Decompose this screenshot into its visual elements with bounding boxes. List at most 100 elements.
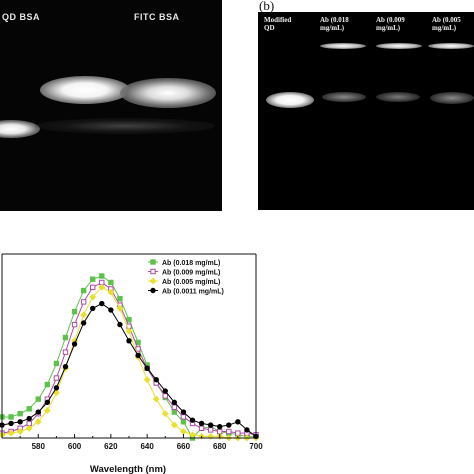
data-point (150, 268, 156, 275)
data-point (198, 425, 205, 431)
data-point (180, 409, 187, 415)
legend: Ab (0.018 mg/mL) Ab (0.009 mg/mL) Ab (0.00… (148, 259, 224, 295)
lane-label-ab-0009: Ab (0.009 mg/mL) (376, 16, 405, 32)
well-band (376, 43, 422, 49)
data-point (144, 365, 150, 372)
data-point (117, 295, 123, 302)
legend-label: Ab (0.009 mg/mL) (162, 269, 220, 276)
data-point (180, 419, 187, 425)
data-point (143, 376, 151, 384)
data-point (162, 393, 168, 399)
well-band (428, 43, 474, 49)
emission-spectra-chart: 580 600 620 640 660 680 700 Wavelength (nm) Ab… (0, 253, 263, 474)
data-point (126, 338, 132, 344)
data-point (226, 428, 232, 435)
data-point (171, 404, 178, 410)
data-point (71, 341, 78, 347)
data-point (152, 395, 160, 403)
data-point (235, 419, 241, 425)
legend-label: Ab (0.0011 mg/mL) (162, 288, 224, 295)
data-point (108, 307, 114, 313)
data-point (99, 273, 105, 279)
data-point (62, 349, 69, 355)
data-point (80, 311, 88, 319)
data-point (53, 385, 60, 391)
data-point (7, 429, 15, 437)
data-point (43, 407, 51, 414)
data-point (135, 352, 141, 359)
data-point (90, 305, 96, 312)
panel-b-tag: (b) (259, 0, 275, 13)
data-point (180, 414, 187, 420)
data-point (125, 327, 133, 335)
data-point (135, 346, 141, 352)
data-point (244, 427, 250, 433)
data-point (44, 381, 51, 388)
data-point (71, 321, 78, 328)
lane-label-modified-qd: Modified QD (264, 16, 292, 32)
data-point (90, 284, 96, 291)
data-point (171, 399, 178, 406)
data-point (80, 320, 87, 326)
data-point (62, 334, 69, 341)
gel-smear (35, 118, 215, 134)
modified-qd-band (266, 92, 314, 108)
data-point (80, 287, 87, 294)
data-point (198, 420, 205, 427)
data-point (53, 360, 60, 367)
data-point (189, 417, 196, 423)
data-point (170, 421, 178, 429)
faint-band (430, 92, 474, 104)
legend-label: Ab (0.018 mg/mL) (162, 260, 220, 267)
data-point (8, 420, 14, 427)
data-point (150, 287, 156, 294)
data-point (171, 409, 178, 415)
data-point (26, 415, 32, 422)
gel-image-a: QD BSA FITC BSA (0, 0, 222, 211)
data-point (226, 422, 232, 428)
data-point (26, 406, 32, 412)
data-point (116, 304, 124, 312)
data-point (98, 283, 106, 291)
data-point (150, 259, 156, 265)
data-point (17, 419, 23, 425)
lane-label-ab-0018: Ab (0.018 mg/mL) (320, 16, 349, 32)
data-point (34, 418, 42, 426)
data-point (217, 423, 223, 430)
qd-bsa-label: QD BSA (2, 12, 41, 22)
x-tick-label: 660 (177, 442, 191, 451)
gel-band (0, 120, 40, 138)
series-line (1, 302, 257, 437)
data-point (108, 279, 114, 286)
x-tick-label: 680 (213, 442, 227, 451)
x-tick-label: 580 (32, 442, 46, 451)
gel-band (40, 76, 130, 104)
x-tick-label: 620 (104, 442, 118, 451)
data-point (80, 299, 87, 305)
data-point (90, 276, 96, 282)
data-point (149, 277, 157, 285)
data-point (161, 410, 169, 418)
data-point (162, 388, 168, 394)
data-point (35, 409, 41, 415)
data-point (53, 375, 60, 381)
data-point (8, 414, 14, 420)
gel-band (120, 78, 216, 108)
data-point (99, 300, 105, 307)
data-point (16, 428, 24, 435)
data-point (207, 422, 214, 428)
data-point (117, 321, 123, 328)
data-point (126, 317, 132, 323)
x-tick-label: 640 (140, 442, 154, 451)
legend-label: Ab (0.005 mg/mL) (162, 279, 220, 286)
data-point (71, 308, 78, 315)
faint-band (322, 92, 366, 102)
data-point (89, 293, 97, 301)
x-tick-label: 700 (249, 442, 263, 451)
gel-image-b: Modified QD Ab (0.018 mg/mL) Ab (0.009 m… (258, 12, 474, 210)
data-point (62, 364, 69, 370)
data-point (44, 399, 51, 406)
x-tick-label: 600 (68, 442, 82, 451)
data-point (107, 288, 115, 296)
data-point (153, 376, 159, 383)
